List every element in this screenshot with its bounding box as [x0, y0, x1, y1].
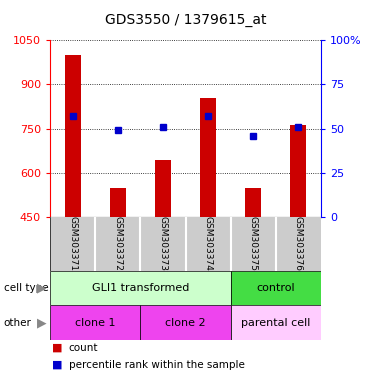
Text: cell type: cell type: [4, 283, 48, 293]
Text: GSM303374: GSM303374: [204, 217, 213, 271]
Text: GLI1 transformed: GLI1 transformed: [92, 283, 189, 293]
Bar: [245, 187, 261, 217]
Text: other: other: [4, 318, 32, 328]
Text: ▶: ▶: [37, 316, 46, 329]
Bar: [290, 125, 306, 217]
Bar: [50, 271, 231, 305]
Text: GSM303376: GSM303376: [294, 216, 303, 271]
Text: GSM303375: GSM303375: [249, 216, 258, 271]
Text: ■: ■: [52, 360, 62, 370]
Bar: [231, 271, 321, 305]
Text: count: count: [69, 343, 98, 353]
Text: parental cell: parental cell: [241, 318, 311, 328]
Text: control: control: [256, 283, 295, 293]
Text: ■: ■: [52, 343, 62, 353]
Text: GSM303373: GSM303373: [158, 216, 167, 271]
Text: percentile rank within the sample: percentile rank within the sample: [69, 360, 244, 370]
Bar: [200, 98, 216, 217]
Bar: [140, 305, 231, 340]
Bar: [231, 305, 321, 340]
Text: GSM303372: GSM303372: [113, 217, 122, 271]
Bar: [65, 55, 81, 217]
Text: GDS3550 / 1379615_at: GDS3550 / 1379615_at: [105, 13, 266, 27]
Text: ▶: ▶: [37, 281, 46, 295]
Bar: [110, 187, 126, 217]
Bar: [50, 305, 140, 340]
Bar: [155, 160, 171, 217]
Text: clone 2: clone 2: [165, 318, 206, 328]
Text: GSM303371: GSM303371: [68, 216, 77, 271]
Text: clone 1: clone 1: [75, 318, 115, 328]
